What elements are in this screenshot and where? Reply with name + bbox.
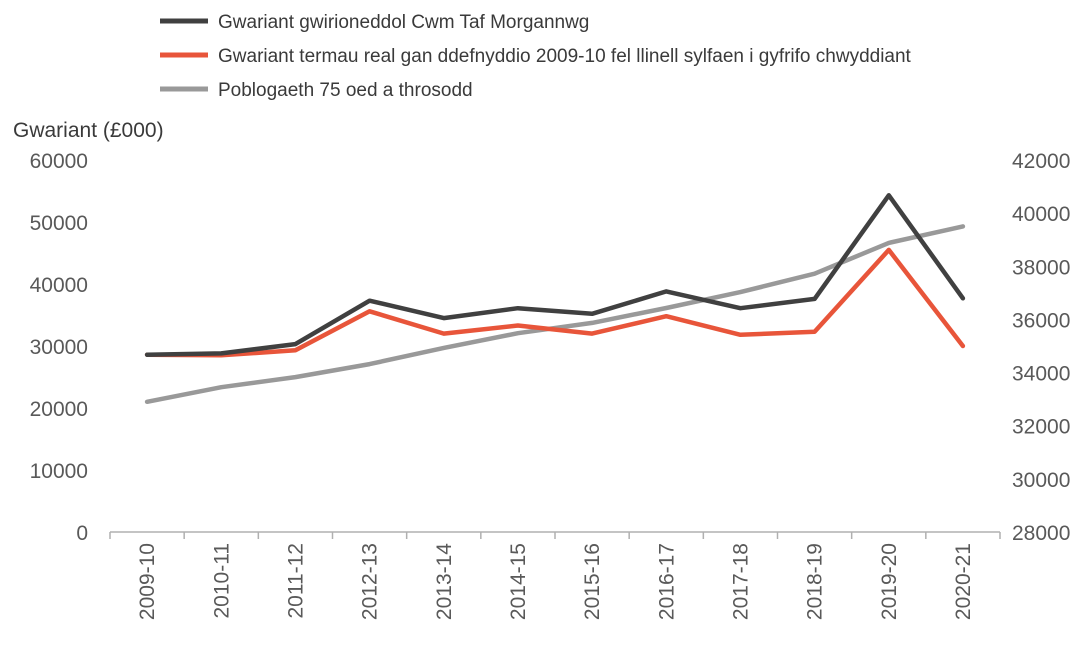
legend-label-population: Poblogaeth 75 oed a throsodd [218,80,473,101]
right-tick-label: 42000 [1012,150,1070,173]
x-axis-labels: 2009-10 2010-11 2011-12 2012-13 2013-14 2014-… [136,543,975,620]
x-tick-label: 2019-20 [878,543,901,620]
legend: Gwariant gwirioneddol Cwm Taf Morgannwg … [160,12,912,101]
series-line-2 [144,224,966,405]
x-tick-label: 2014-15 [507,543,530,620]
left-tick-label: 20000 [30,398,88,421]
right-tick-label: 34000 [1012,363,1070,386]
left-axis-ticks: 0 10000 20000 30000 40000 50000 60000 [30,150,88,545]
right-tick-label: 36000 [1012,309,1070,332]
x-tick-label: 2015-16 [581,543,604,620]
x-tick-label: 2020-21 [952,543,975,620]
x-tick-label: 2010-11 [210,543,233,619]
x-tick-label: 2017-18 [729,543,752,620]
series-lines [144,193,966,405]
legend-label-actual: Gwariant gwirioneddol Cwm Taf Morgannwg [218,12,589,33]
right-tick-label: 40000 [1012,203,1070,226]
left-tick-label: 60000 [30,150,88,173]
x-tick-label: 2013-14 [433,543,456,620]
x-tick-label: 2009-10 [136,543,159,620]
left-tick-label: 0 [76,522,88,545]
left-tick-label: 10000 [30,460,88,483]
left-tick-label: 40000 [30,274,88,297]
x-tick-label: 2018-19 [804,543,827,620]
x-tick-label: 2016-17 [655,543,678,620]
x-axis-tick-marks [109,532,1001,539]
x-tick-label: 2011-12 [284,543,307,619]
series-line-1 [144,247,966,358]
right-axis-ticks: 28000 30000 32000 34000 36000 38000 40000 42000 [1012,150,1070,545]
left-tick-label: 50000 [30,212,88,235]
legend-label-real: Gwariant termau real gan ddefnyddio 2009… [218,46,912,67]
y-axis-title: Gwariant (£000) [13,119,164,142]
series-line-0 [144,193,966,357]
x-tick-label: 2012-13 [359,543,382,620]
right-tick-label: 28000 [1012,522,1070,545]
right-tick-label: 38000 [1012,256,1070,279]
left-tick-label: 30000 [30,336,88,359]
right-tick-label: 30000 [1012,469,1070,492]
right-tick-label: 32000 [1012,416,1070,439]
